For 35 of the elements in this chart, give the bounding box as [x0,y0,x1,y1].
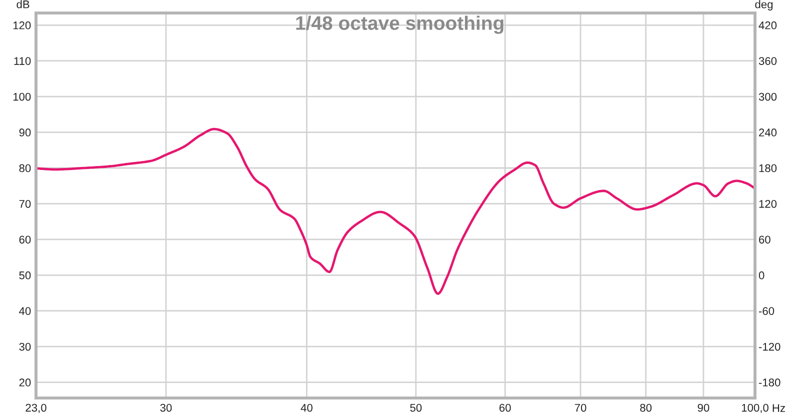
x-tick-label: 30 [160,404,172,412]
y2-tick-label: 360 [758,57,777,65]
y-axis-title: dB [16,0,30,8]
y-tick-label: 80 [19,164,31,172]
y2-tick-label: -60 [758,307,774,315]
y2-tick-label: 180 [759,164,777,172]
y2-tick-label: -120 [758,342,780,351]
y2-tick-label: -180 [758,378,780,386]
x-tick-label: 80 [640,404,652,412]
y2-tick-label: 0 [758,271,764,280]
y2-tick-label: 420 [758,21,777,30]
chart-title: 1/48 octave smoothing [296,16,504,34]
y2-tick-label: 300 [758,92,777,101]
y-tick-label: 100 [13,92,31,101]
x-tick-label: 100,0 [742,404,768,414]
y2-tick-label: 120 [759,200,777,208]
x-tick-label: 60 [499,404,511,412]
y2-axis-title: deg [755,0,773,10]
x-tick-label: 40 [300,404,312,412]
y-tick-label: 110 [14,57,31,65]
y-tick-label: 20 [19,378,31,386]
y-tick-label: 120 [13,21,31,30]
y-tick-label: 60 [19,236,31,244]
y-tick-label: 40 [19,307,31,315]
y2-tick-label: 60 [759,236,770,244]
x-tick-label: 70 [574,404,586,412]
x-tick-label: 90 [698,404,710,412]
x-tick-label: 23,0 [26,404,46,414]
y-tick-label: 30 [19,342,31,351]
y-tick-label: 90 [19,128,31,136]
y2-tick-label: 240 [759,128,777,136]
x-axis-title: Hz [772,404,785,412]
y-tick-label: 50 [19,271,31,280]
x-tick-label: 50 [410,404,422,412]
y-tick-label: 70 [19,200,31,208]
